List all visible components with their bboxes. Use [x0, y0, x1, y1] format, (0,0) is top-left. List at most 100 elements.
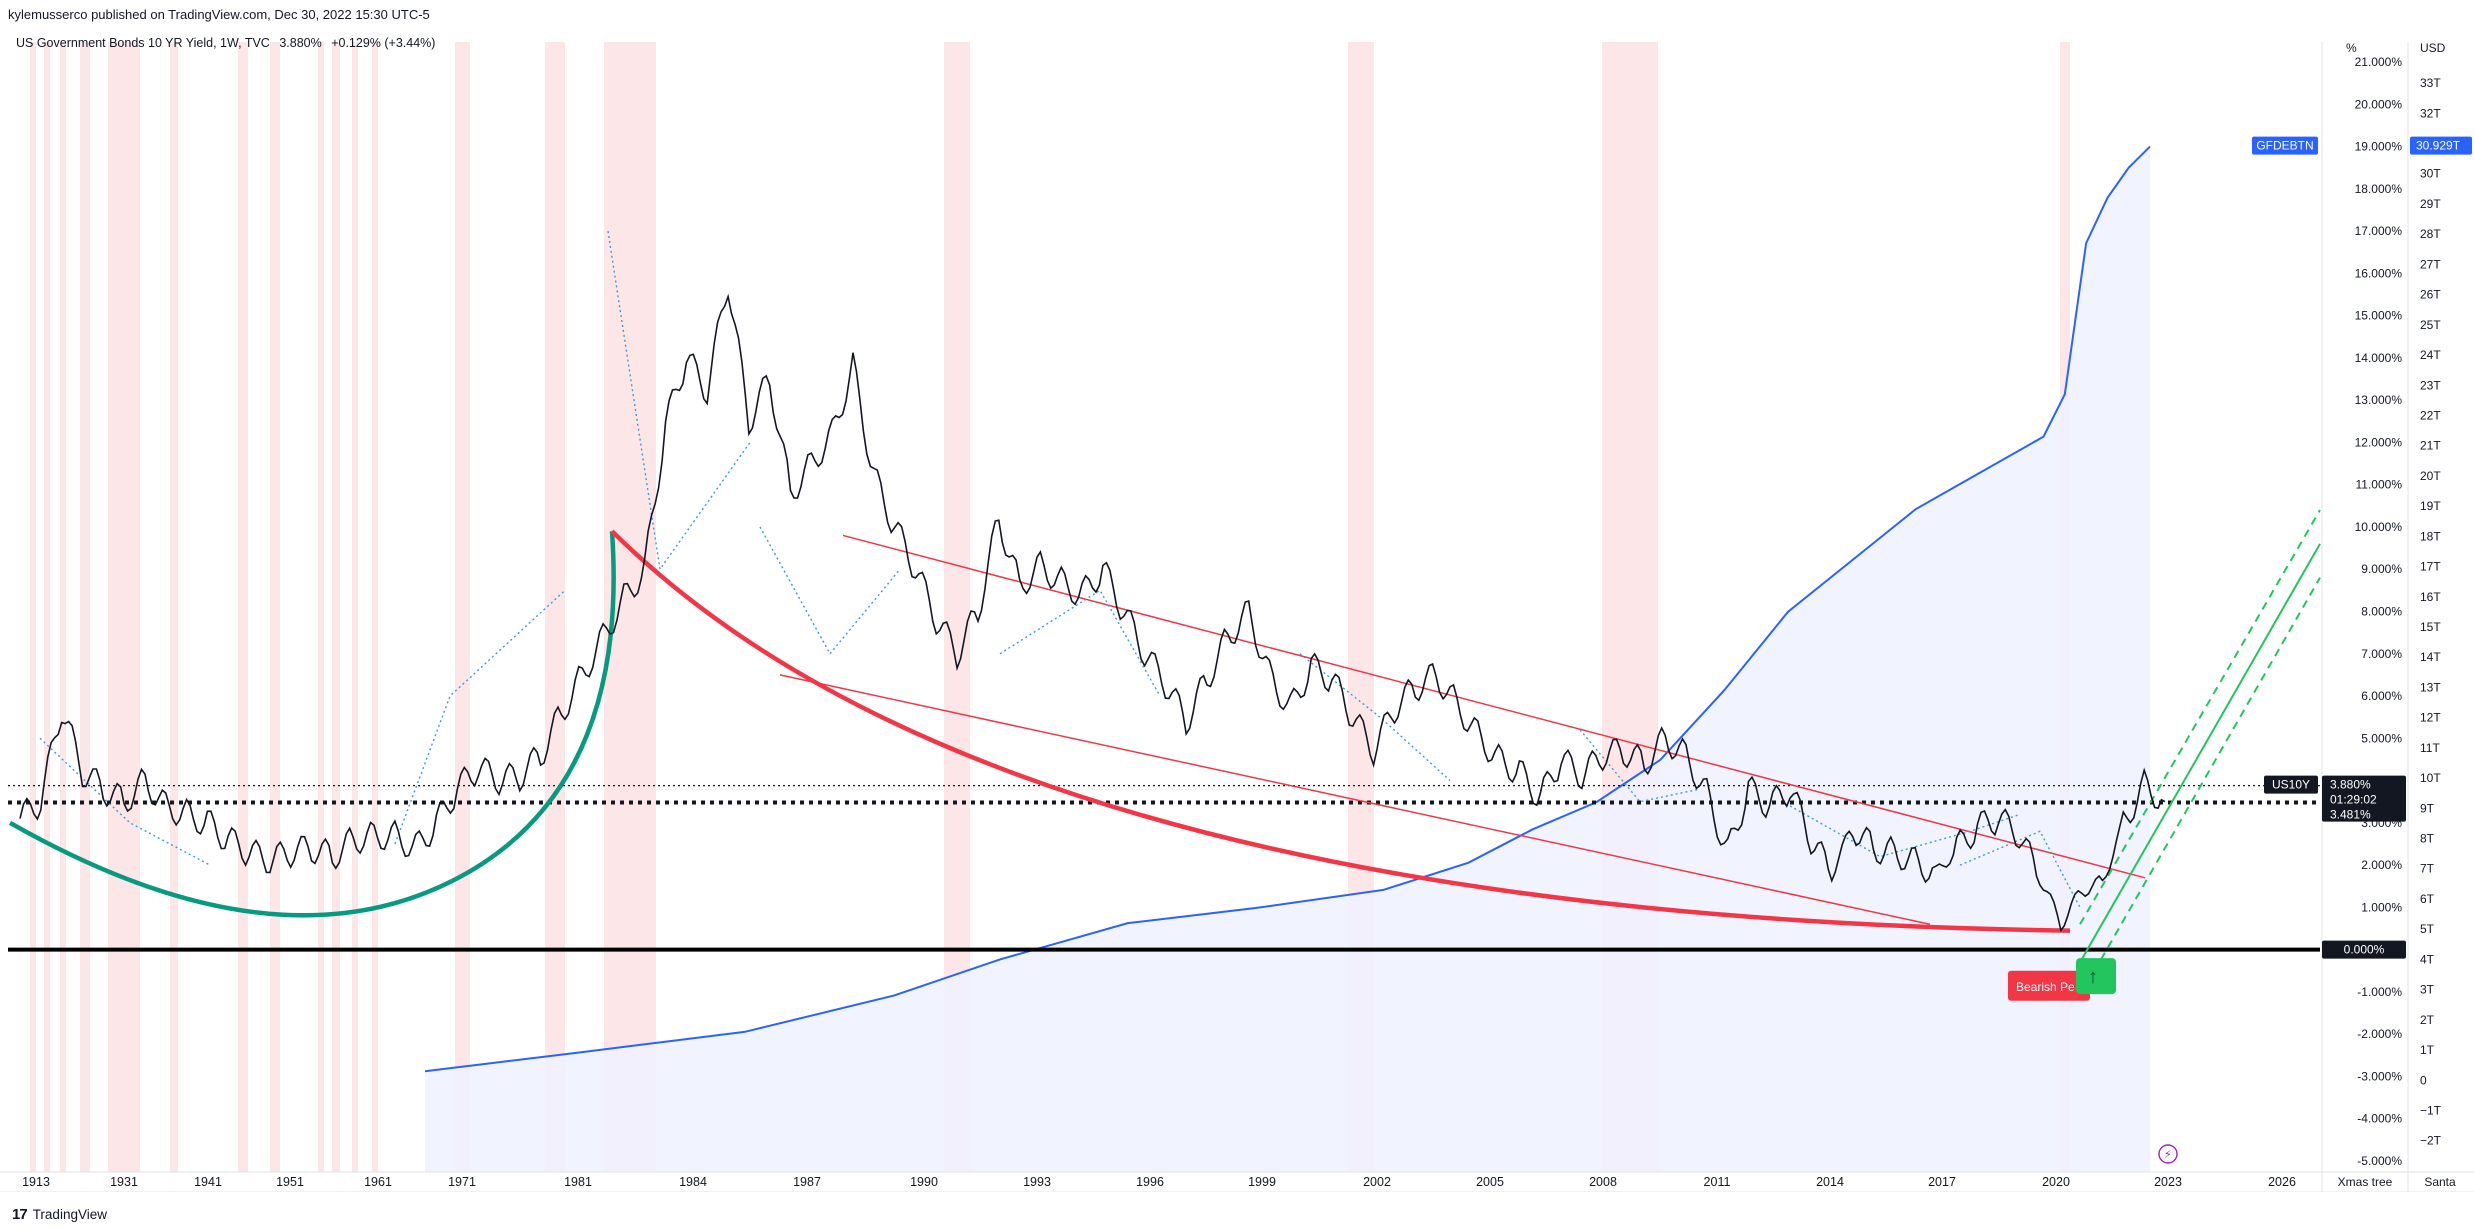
- time-axis-tick: 1913: [22, 1175, 50, 1189]
- projection-mid: [2079, 543, 2321, 963]
- chart-area[interactable]: Bearish Pe ↑ ⚡ % USD 21.000% 20.000% 19.000% 18…: [0, 22, 2474, 1193]
- brand-name: TradingView: [32, 1207, 107, 1222]
- time-axis-tick: 2008: [1589, 1175, 1617, 1189]
- recession-band: [238, 42, 248, 1172]
- santa-label: Santa: [2424, 1175, 2456, 1189]
- debt-price-text: 30.929T: [2416, 139, 2461, 153]
- price-axis-tick: -5.000%: [2357, 1154, 2402, 1168]
- fib-drawing: [1959, 830, 2081, 908]
- symbol-last: 3.880%: [279, 36, 322, 50]
- price-axis-tick: 16.000%: [2355, 266, 2403, 280]
- debt-axis-tick: 32T: [2420, 106, 2441, 120]
- bearish-pennant-label: Bearish Pe: [2016, 980, 2075, 994]
- debt-axis-tick: 23T: [2420, 378, 2441, 392]
- bearish-pennant-annotation[interactable]: [2008, 970, 2090, 1001]
- recession-band: [352, 42, 358, 1172]
- price-axis-tick: 11.000%: [2356, 478, 2403, 492]
- debt-axis-tick: 29T: [2420, 197, 2441, 211]
- price-axis-tick: 1.000%: [2361, 900, 2402, 914]
- time-axis-tick: 2017: [1928, 1175, 1956, 1189]
- debt-axis-tick: −1T: [2420, 1103, 2442, 1117]
- debt-axis-tick: 25T: [2420, 318, 2441, 332]
- time-axis-tick: 2014: [1816, 1175, 1844, 1189]
- recession-band: [332, 42, 340, 1172]
- us10y-symbol-text: US10Y: [2272, 778, 2310, 792]
- recession-band: [372, 42, 378, 1172]
- recession-band: [60, 42, 66, 1172]
- price-axis-tick: 9.000%: [2361, 562, 2402, 576]
- recession-band: [108, 42, 140, 1172]
- debt-symbol-text: GFDEBTN: [2256, 139, 2313, 153]
- debt-axis-tick: 10T: [2420, 771, 2441, 785]
- time-axis-tick: 1951: [276, 1175, 304, 1189]
- debt-axis-tick: 18T: [2420, 529, 2441, 543]
- up-arrow-icon: ↑: [2088, 966, 2098, 988]
- lightning-glyph: ⚡: [2164, 1149, 2172, 1161]
- debt-axis-tick: 11T: [2420, 741, 2440, 755]
- channel-upper: [842, 534, 2146, 879]
- debt-axis-tick: 13T: [2420, 680, 2441, 694]
- us10y-price-box[interactable]: [2322, 775, 2406, 822]
- debt-axis-tick: 14T: [2420, 650, 2441, 664]
- debt-axis-tick: 28T: [2420, 227, 2441, 241]
- debt-price-box[interactable]: [2410, 136, 2472, 155]
- time-axis-tick: 2005: [1476, 1175, 1504, 1189]
- price-axis-tick: -4.000%: [2357, 1112, 2402, 1126]
- price-axis-tick: -3.000%: [2357, 1069, 2402, 1083]
- bullish-arrow-box[interactable]: [2076, 958, 2116, 995]
- zero-price-box[interactable]: [2322, 940, 2406, 959]
- debt-axis-tick: 26T: [2420, 288, 2441, 302]
- us10y-price-text: 3.880%: [2330, 778, 2371, 792]
- time-axis-tick: 1987: [793, 1175, 821, 1189]
- yield-line[interactable]: [19, 293, 2166, 933]
- debt-axis-tick: 6T: [2420, 892, 2435, 906]
- debt-axis-unit: USD: [2420, 41, 2446, 55]
- symbol-header: US Government Bonds 10 YR Yield, 1W, TVC…: [16, 36, 435, 50]
- price-axis-tick: 8.000%: [2361, 605, 2402, 619]
- projection-lower: [2079, 577, 2321, 997]
- zero-price-text: 0.000%: [2344, 943, 2385, 957]
- debt-axis-tick: 8T: [2420, 832, 2435, 846]
- debt-axis-tick: 22T: [2420, 408, 2441, 422]
- debt-axis-tick: 3T: [2420, 983, 2435, 997]
- debt-axis-tick: 17T: [2420, 560, 2441, 574]
- debt-axis-tick: 5T: [2420, 922, 2435, 936]
- fib-drawing: [1789, 805, 2021, 858]
- debt-axis-tick: 33T: [2420, 76, 2441, 90]
- recession-band: [30, 42, 36, 1172]
- price-axis-tick: 20.000%: [2355, 97, 2403, 111]
- debt-axis-tick: 2T: [2420, 1013, 2435, 1027]
- price-axis-tick: 10.000%: [2355, 520, 2403, 534]
- time-axis-tick: 2011: [1704, 1175, 1731, 1189]
- symbol-name: US Government Bonds 10 YR Yield, 1W, TVC: [16, 36, 270, 50]
- publisher-line: kylemusserco published on TradingView.co…: [8, 7, 430, 22]
- recession-band: [545, 42, 565, 1172]
- us10y-symbol-tag[interactable]: [2264, 775, 2318, 794]
- debt-line[interactable]: [424, 145, 2151, 1073]
- price-axis-tick: 21.000%: [2355, 55, 2403, 69]
- fib-drawing: [607, 230, 751, 572]
- recession-band: [170, 42, 178, 1172]
- time-axis-tick: 2002: [1363, 1175, 1391, 1189]
- recession-band: [455, 42, 470, 1172]
- lightning-icon[interactable]: [2158, 1144, 2178, 1164]
- price-axis-unit: %: [2346, 41, 2357, 55]
- time-axis-tick: 1993: [1023, 1175, 1051, 1189]
- price-axis-tick: 14.000%: [2355, 351, 2403, 365]
- debt-axis-tick: 21T: [2420, 439, 2441, 453]
- debt-axis-tick: 30T: [2420, 167, 2441, 181]
- symbol-change: +0.129% (+3.44%): [331, 36, 436, 50]
- debt-axis-tick: 4T: [2420, 952, 2435, 966]
- price-axis-tick: 2.000%: [2361, 858, 2402, 872]
- us10y-price-text: 3.481%: [2330, 808, 2371, 822]
- price-axis-tick: 18.000%: [2355, 182, 2403, 196]
- fib-drawing: [39, 737, 211, 866]
- price-axis-tick: 7.000%: [2361, 647, 2402, 661]
- time-axis-tick: 1996: [1136, 1175, 1164, 1189]
- projection-upper: [2079, 509, 2321, 925]
- fib-drawing: [1299, 653, 1451, 782]
- us10y-price-text: 01:29:02: [2330, 793, 2377, 807]
- debt-axis-tick: 12T: [2420, 711, 2441, 725]
- debt-symbol-tag[interactable]: [2252, 136, 2318, 155]
- chart-svg[interactable]: Bearish Pe ↑ ⚡ % USD 21.000% 20.000% 19.000% 18…: [0, 22, 2474, 1193]
